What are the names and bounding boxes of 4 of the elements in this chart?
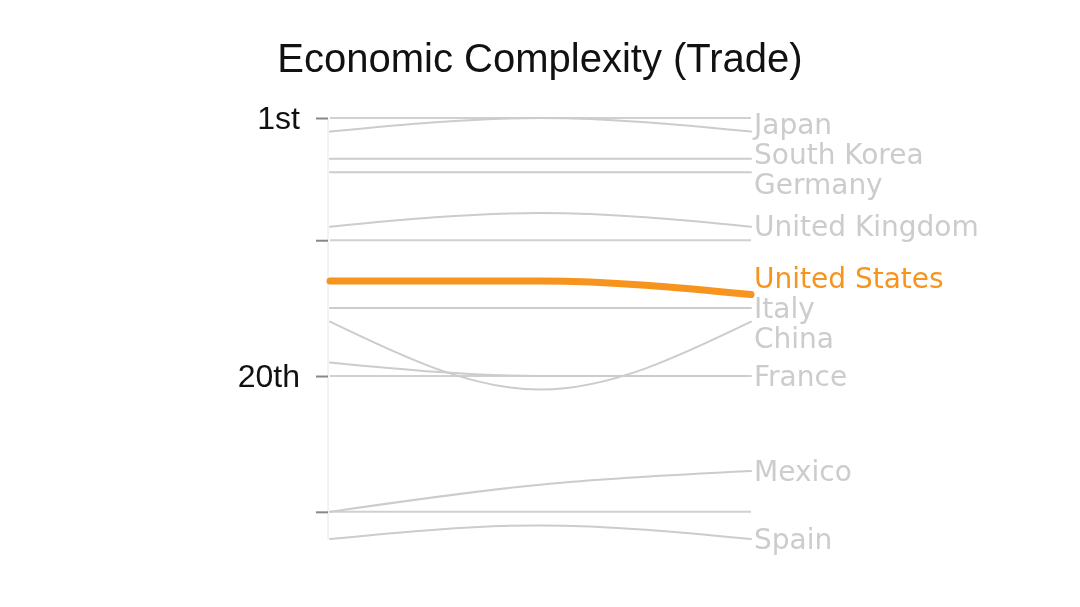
y-tick-label: 20th (237, 357, 300, 394)
series-label: United States (754, 261, 944, 295)
chart-title: Economic Complexity (Trade) (277, 36, 803, 80)
y-tick-label: 1st (257, 99, 301, 136)
